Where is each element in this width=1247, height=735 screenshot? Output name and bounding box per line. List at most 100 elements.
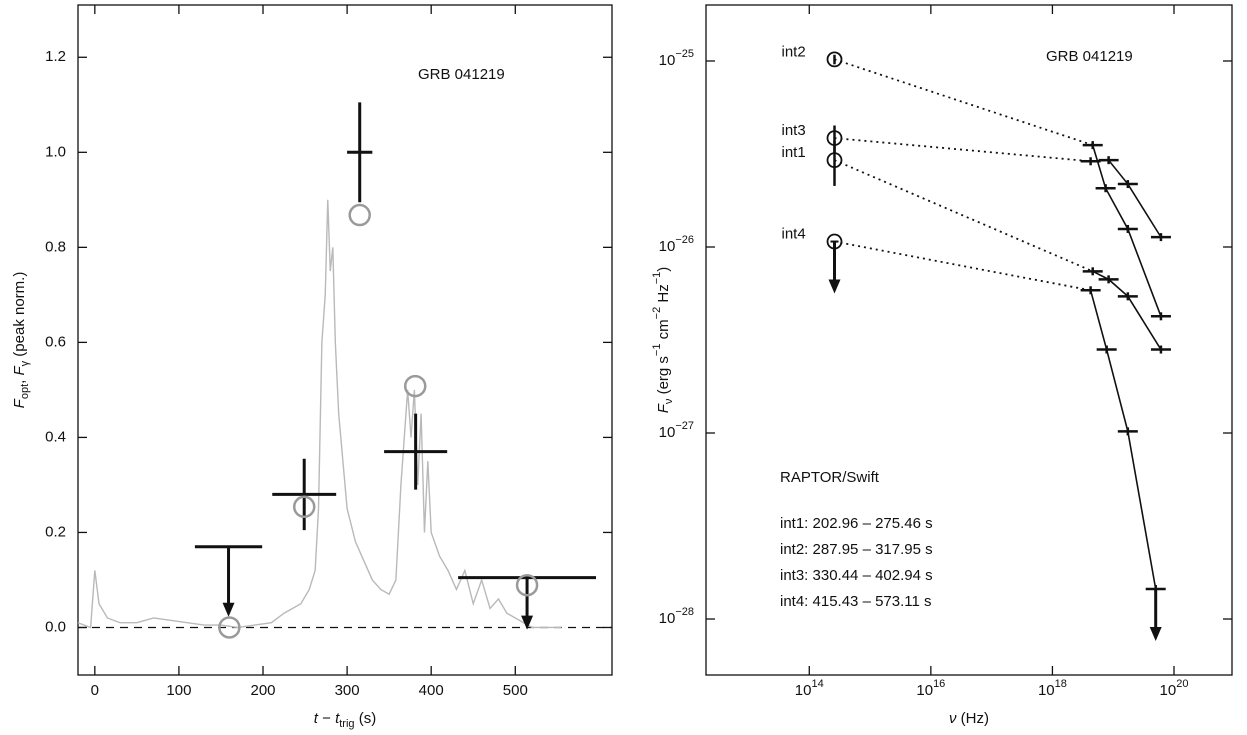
label-part: (erg s bbox=[655, 356, 672, 399]
tick-label: 1014 bbox=[795, 678, 824, 699]
optical-link bbox=[834, 159, 1094, 273]
tick-label: 1020 bbox=[1160, 678, 1189, 699]
tick-exponent: 14 bbox=[811, 678, 823, 690]
tick-label: 0.2 bbox=[45, 523, 66, 540]
label-part: (s) bbox=[355, 710, 377, 727]
label-part: −2 bbox=[651, 307, 663, 320]
y-axis-label: Fopt, Fγ (peak norm.) bbox=[11, 272, 31, 409]
arrow-head bbox=[1149, 626, 1162, 641]
series-label: int1 bbox=[781, 144, 805, 161]
note: int1: 202.96 – 275.46 s bbox=[780, 515, 933, 532]
label-part: −1 bbox=[651, 272, 663, 285]
label-part: γ bbox=[19, 360, 31, 366]
tick-label: 10−27 bbox=[659, 420, 694, 441]
label-part: (peak norm.) bbox=[11, 272, 28, 361]
upper-limit bbox=[828, 241, 841, 294]
label-part: opt bbox=[19, 384, 31, 399]
label-part: F bbox=[11, 398, 28, 408]
tick-label: 0.4 bbox=[45, 428, 66, 445]
tick-label: 10−26 bbox=[659, 234, 694, 255]
series-label: int3 bbox=[781, 122, 805, 139]
tick-label: 1018 bbox=[1038, 678, 1067, 699]
label-part: ν bbox=[663, 398, 675, 404]
note: RAPTOR/Swift bbox=[780, 469, 880, 486]
arrow-head bbox=[222, 602, 235, 617]
tick-label: 100 bbox=[166, 682, 191, 699]
label-part: F bbox=[11, 366, 28, 376]
tick-label: 1016 bbox=[916, 678, 945, 699]
tick-exponent: −27 bbox=[675, 420, 694, 432]
tick-label: 500 bbox=[503, 682, 528, 699]
x-axis-label: ν (Hz) bbox=[949, 710, 989, 727]
gamma-point bbox=[403, 374, 427, 398]
label-part: −1 bbox=[651, 344, 663, 357]
label-part: t bbox=[314, 710, 319, 727]
label-part: (Hz) bbox=[957, 710, 990, 727]
tick-exponent: 18 bbox=[1055, 678, 1067, 690]
tick-label: 400 bbox=[419, 682, 444, 699]
optical-link bbox=[834, 137, 1091, 163]
upper-limit bbox=[521, 577, 534, 630]
gamma-point bbox=[292, 495, 316, 519]
tick-label: 0.6 bbox=[45, 333, 66, 350]
label-part: ν bbox=[949, 710, 957, 727]
label-part: F bbox=[655, 403, 672, 413]
tick-label: 10−25 bbox=[659, 48, 694, 69]
label-part: trig bbox=[339, 718, 354, 730]
spectrum-line bbox=[1089, 290, 1157, 590]
y-axis-label: Fν (erg s−1 cm−2 Hz−1) bbox=[651, 267, 675, 414]
optical-point bbox=[826, 51, 843, 68]
tick-exponent: −25 bbox=[675, 48, 694, 60]
label-part: , bbox=[11, 376, 28, 384]
tick-label: 200 bbox=[250, 682, 275, 699]
optical-link bbox=[834, 240, 1091, 292]
gamma-point bbox=[515, 573, 539, 597]
tick-exponent: 20 bbox=[1176, 678, 1188, 690]
label-part: Hz bbox=[655, 284, 672, 307]
spectrum-line bbox=[1091, 144, 1162, 317]
annotation: GRB 041219 bbox=[1046, 48, 1133, 65]
series-label: int2 bbox=[781, 43, 805, 60]
annotation: GRB 041219 bbox=[418, 66, 505, 83]
gamma-point bbox=[348, 203, 371, 227]
tick-base: 10 bbox=[795, 682, 812, 699]
tick-label: 0.8 bbox=[45, 238, 66, 255]
tick-exponent: −28 bbox=[675, 606, 694, 618]
tick-label: 1.2 bbox=[45, 48, 66, 65]
tick-base: 10 bbox=[916, 682, 933, 699]
tick-base: 10 bbox=[659, 238, 676, 255]
tick-base: 10 bbox=[659, 52, 676, 69]
plot-frame bbox=[77, 4, 613, 676]
tick-base: 10 bbox=[1038, 682, 1055, 699]
tick-label: 0 bbox=[91, 682, 99, 699]
x-axis-label: t − ttrig (s) bbox=[314, 710, 376, 730]
label-part: t bbox=[335, 710, 340, 727]
series-label: int4 bbox=[781, 226, 805, 243]
label-part: − bbox=[318, 710, 335, 727]
light-curve bbox=[77, 199, 562, 629]
tick-exponent: 16 bbox=[933, 678, 945, 690]
tick-label: 300 bbox=[335, 682, 360, 699]
tick-base: 10 bbox=[659, 610, 676, 627]
arrow-head bbox=[828, 279, 841, 294]
note: int2: 287.95 – 317.95 s bbox=[780, 541, 933, 558]
plot-frame bbox=[705, 4, 1233, 676]
note: int3: 330.44 – 402.94 s bbox=[780, 567, 933, 584]
tick-base: 10 bbox=[1160, 682, 1177, 699]
tick-label: 0.0 bbox=[45, 618, 66, 635]
arrow-head bbox=[521, 615, 534, 630]
tick-label: 1.0 bbox=[45, 143, 66, 160]
optical-link bbox=[834, 58, 1093, 146]
upper-limit bbox=[1149, 588, 1162, 641]
label-part: cm bbox=[655, 319, 672, 343]
upper-limit bbox=[222, 546, 235, 617]
tick-base: 10 bbox=[659, 424, 676, 441]
tick-exponent: −26 bbox=[675, 234, 694, 246]
tick-label: 10−28 bbox=[659, 606, 694, 627]
note: int4: 415.43 – 573.11 s bbox=[780, 593, 932, 610]
spectrum-line bbox=[1092, 270, 1162, 350]
gamma-point bbox=[218, 616, 241, 639]
label-part: ) bbox=[655, 267, 672, 272]
